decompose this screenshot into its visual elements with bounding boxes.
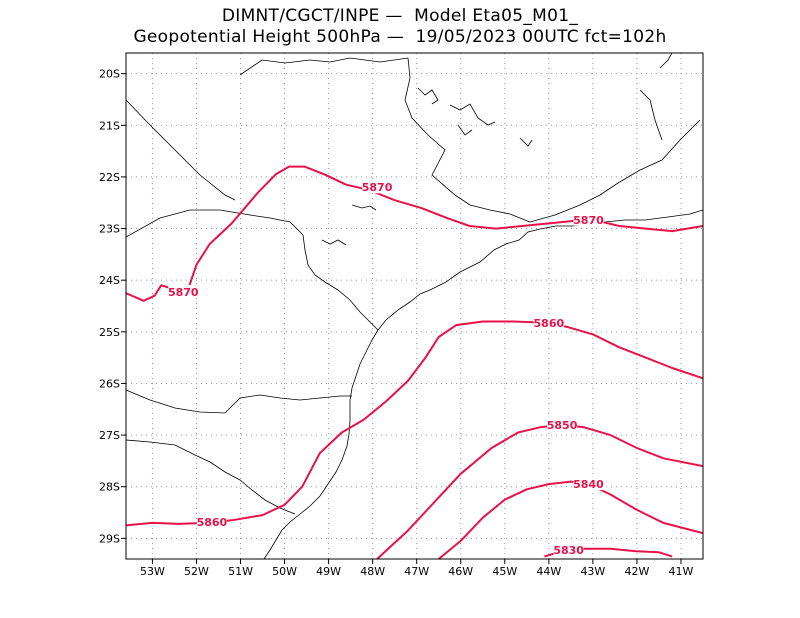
contour-5850 xyxy=(376,423,703,559)
state-border-mg-sp xyxy=(404,57,531,223)
reservoir-1 xyxy=(417,87,533,147)
x-tick-label: 46W xyxy=(448,565,473,578)
contour-label-bg xyxy=(573,477,604,491)
coastline xyxy=(263,209,703,559)
title-line-1: DIMNT/CGCT/INPE — Model Eta05_M01_ xyxy=(221,6,579,26)
x-tick-label: 44W xyxy=(536,565,561,578)
contour-label-5830: 5830 xyxy=(553,544,584,557)
grid-lines xyxy=(126,53,703,559)
contour-labels: 5870 5870 5870 5860 5860 5850 5840 5830 xyxy=(168,180,604,557)
x-tick-label: 49W xyxy=(316,565,341,578)
contour-5840 xyxy=(438,480,703,559)
y-tick-label: 25S xyxy=(99,326,120,339)
contour-label-bg xyxy=(573,212,604,226)
state-border-mg-rj xyxy=(529,53,701,223)
state-border-sp-pr xyxy=(126,209,379,331)
x-axis: 53W 52W 51W 50W 49W 48W 47W 46W 45W 44W 43W 42W 41W xyxy=(140,559,694,578)
x-tick-label: 50W xyxy=(272,565,297,578)
state-border-southmost xyxy=(126,439,296,515)
y-tick-label: 20S xyxy=(99,68,120,81)
state-border-north xyxy=(126,57,409,201)
y-tick-label: 23S xyxy=(99,223,120,236)
y-tick-label: 26S xyxy=(99,377,120,390)
state-border-south xyxy=(126,389,352,414)
x-tick-label: 45W xyxy=(492,565,517,578)
contour-label-5870: 5870 xyxy=(168,286,199,299)
x-tick-label: 48W xyxy=(360,565,385,578)
contour-label-bg xyxy=(168,285,199,299)
contour-label-bg xyxy=(362,180,393,194)
y-tick-label: 21S xyxy=(99,119,120,132)
y-tick-label: 29S xyxy=(99,532,120,545)
y-tick-label: 22S xyxy=(99,171,120,184)
contour-label-5840: 5840 xyxy=(573,478,604,491)
y-tick-label: 28S xyxy=(99,481,120,494)
x-tick-label: 52W xyxy=(184,565,209,578)
contour-label-5860: 5860 xyxy=(197,516,228,529)
plot-frame xyxy=(125,52,704,560)
x-tick-label: 42W xyxy=(624,565,649,578)
contour-label-bg xyxy=(533,316,564,330)
x-tick-label: 53W xyxy=(140,565,165,578)
x-tick-label: 41W xyxy=(669,565,694,578)
y-axis: 20S 21S 22S 23S 24S 25S 26S 27S 28S 29S xyxy=(99,68,126,545)
x-tick-label: 43W xyxy=(580,565,605,578)
y-tick-label: 27S xyxy=(99,429,120,442)
x-tick-label: 47W xyxy=(404,565,429,578)
contour-5860 xyxy=(126,320,703,527)
contour-label-5860: 5860 xyxy=(534,317,565,330)
reservoir-2 xyxy=(321,204,377,246)
y-tick-label: 24S xyxy=(99,274,120,287)
contour-label-5850: 5850 xyxy=(547,419,578,432)
title-line-2: Geopotential Height 500hPa — 19/05/2023 … xyxy=(133,27,667,47)
contour-label-bg xyxy=(196,514,227,528)
contour-label-5870: 5870 xyxy=(573,214,604,227)
x-tick-label: 51W xyxy=(228,565,253,578)
contour-label-bg xyxy=(547,417,578,431)
contour-lines xyxy=(126,165,703,559)
contour-label-5870: 5870 xyxy=(362,181,393,194)
geographic-boundaries xyxy=(126,53,703,559)
contour-label-bg xyxy=(553,543,584,557)
